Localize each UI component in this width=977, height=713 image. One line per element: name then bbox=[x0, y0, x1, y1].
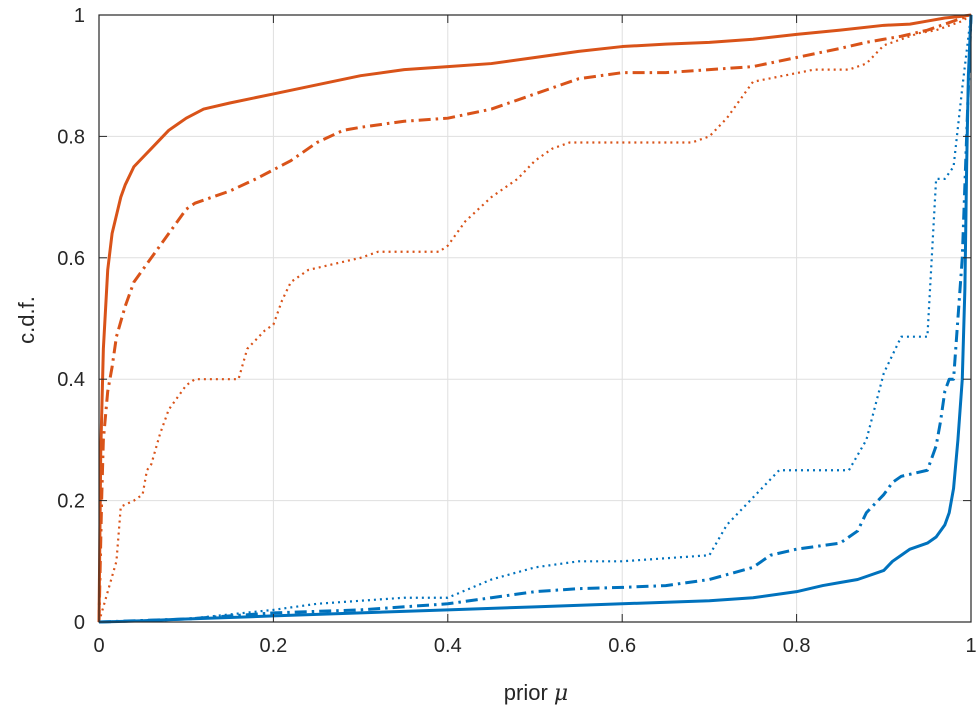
x-axis-label-symbol: μ bbox=[554, 681, 568, 706]
y-tick-label: 1 bbox=[74, 5, 85, 27]
x-tick-label: 0.8 bbox=[783, 635, 811, 657]
x-axis-label: prior μ bbox=[504, 680, 568, 706]
tick-marks bbox=[98, 14, 972, 623]
y-tick-label: 0 bbox=[74, 612, 85, 634]
x-tick-label: 0.6 bbox=[608, 635, 636, 657]
y-tick-label: 0.6 bbox=[57, 248, 85, 270]
y-tick-label: 0.2 bbox=[57, 491, 85, 513]
axes-frame bbox=[98, 14, 972, 623]
grid-lines bbox=[99, 15, 971, 622]
series-line-blue-dashdot bbox=[98, 14, 973, 624]
x-tick-label: 0.2 bbox=[259, 635, 287, 657]
series-line-orange-dashdot bbox=[97, 13, 972, 623]
y-tick-label: 0.4 bbox=[57, 369, 85, 391]
series-line-blue-solid bbox=[98, 14, 973, 624]
y-tick-label: 0.8 bbox=[57, 126, 85, 148]
series-line-orange-solid bbox=[97, 13, 972, 623]
series-layer bbox=[97, 13, 973, 624]
x-tick-label: 1 bbox=[965, 635, 976, 657]
y-tick-labels: 0 0.2 0.4 0.6 0.8 1 bbox=[57, 5, 85, 634]
x-tick-label: 0.4 bbox=[434, 635, 462, 657]
series-line-orange-dotted bbox=[97, 14, 972, 623]
series-line-blue-dotted bbox=[98, 14, 973, 624]
y-axis-label: c.d.f. bbox=[14, 296, 39, 344]
x-axis-label-prefix: prior bbox=[504, 680, 548, 705]
x-tick-label: 0 bbox=[93, 635, 104, 657]
x-tick-labels: 0 0.2 0.4 0.6 0.8 1 bbox=[93, 635, 976, 657]
